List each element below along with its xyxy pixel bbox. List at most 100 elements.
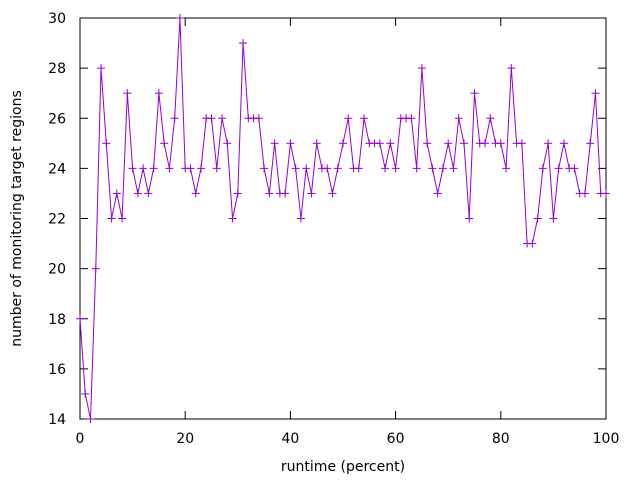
data-point <box>360 114 369 123</box>
y-tick-label: 24 <box>48 161 66 177</box>
data-point <box>112 189 121 198</box>
data-point <box>118 214 127 223</box>
data-point <box>417 64 426 73</box>
y-tick-label: 26 <box>48 111 66 127</box>
data-point <box>344 114 353 123</box>
data-point <box>507 64 516 73</box>
data-point <box>375 139 384 148</box>
data-point <box>233 189 242 198</box>
data-point <box>81 389 90 398</box>
y-tick-label: 30 <box>48 11 66 27</box>
data-point <box>307 189 316 198</box>
data-point <box>97 64 106 73</box>
y-tick-label: 20 <box>48 262 66 278</box>
data-point <box>586 139 595 148</box>
data-point <box>196 164 205 173</box>
y-tick-labels: 14 16 18 20 22 24 26 28 30 <box>48 11 66 428</box>
data-point <box>175 14 184 22</box>
x-tick-label: 0 <box>76 431 85 447</box>
data-point <box>391 164 400 173</box>
series-line <box>79 17 606 420</box>
series-layer <box>76 14 610 423</box>
data-point <box>481 139 490 148</box>
data-point <box>254 114 263 123</box>
data-point <box>486 114 495 123</box>
data-point <box>444 139 453 148</box>
data-point <box>459 139 468 148</box>
tick-marks <box>79 17 607 420</box>
data-point <box>496 139 505 148</box>
data-point <box>91 264 100 273</box>
x-tick-label: 20 <box>176 431 194 447</box>
data-point <box>438 164 447 173</box>
data-point <box>139 164 148 173</box>
data-point <box>549 214 558 223</box>
data-point <box>502 164 511 173</box>
data-point <box>312 139 321 148</box>
data-point <box>381 164 390 173</box>
y-tick-label: 18 <box>48 312 66 328</box>
data-point <box>528 239 537 248</box>
data-point <box>260 164 269 173</box>
data-point <box>296 214 305 223</box>
x-axis-label: runtime (percent) <box>281 459 405 475</box>
data-point <box>218 114 227 123</box>
plot-frame <box>79 17 607 420</box>
x-tick-labels: 0 20 40 60 80 100 <box>76 431 620 447</box>
data-point <box>123 89 132 98</box>
data-point <box>559 139 568 148</box>
data-point <box>339 139 347 148</box>
x-tick-label: 100 <box>593 431 620 447</box>
data-point <box>212 164 221 173</box>
data-point <box>428 164 437 173</box>
data-point <box>328 189 337 198</box>
data-point <box>291 164 300 173</box>
x-tick-label: 80 <box>492 431 510 447</box>
data-point <box>465 214 474 223</box>
y-tick-label: 16 <box>48 362 66 378</box>
data-point <box>323 164 332 173</box>
y-tick-label: 22 <box>48 212 66 228</box>
data-point <box>144 189 153 198</box>
data-point <box>186 164 195 173</box>
data-point <box>333 164 342 173</box>
data-point <box>544 139 553 148</box>
data-point <box>533 214 542 223</box>
data-point <box>239 39 248 48</box>
data-point <box>454 114 463 123</box>
data-point <box>554 164 563 173</box>
data-point <box>165 164 174 173</box>
data-point <box>538 164 547 173</box>
x-tick-label: 60 <box>387 431 405 447</box>
data-point <box>602 189 610 198</box>
data-point <box>160 139 169 148</box>
data-point <box>149 164 158 173</box>
data-point <box>386 139 395 148</box>
data-point <box>154 89 163 98</box>
data-point <box>470 89 479 98</box>
data-point <box>591 89 600 98</box>
data-point <box>228 214 237 223</box>
x-tick-label: 40 <box>281 431 299 447</box>
data-point <box>407 114 416 123</box>
data-point <box>76 314 84 323</box>
data-point <box>107 214 116 223</box>
data-point <box>302 164 311 173</box>
data-point <box>423 139 432 148</box>
y-tick-label: 14 <box>48 412 66 428</box>
data-point <box>223 139 232 148</box>
data-point <box>128 164 137 173</box>
data-point <box>102 139 111 148</box>
data-point <box>354 164 363 173</box>
data-point <box>133 189 142 198</box>
data-point <box>86 415 95 423</box>
data-point <box>286 139 295 148</box>
y-axis-label: number of monitoring target regions <box>9 90 25 347</box>
data-point <box>449 164 458 173</box>
data-point <box>265 189 274 198</box>
data-point <box>517 139 526 148</box>
data-point <box>433 189 442 198</box>
data-point <box>191 189 200 198</box>
data-point <box>580 189 589 198</box>
